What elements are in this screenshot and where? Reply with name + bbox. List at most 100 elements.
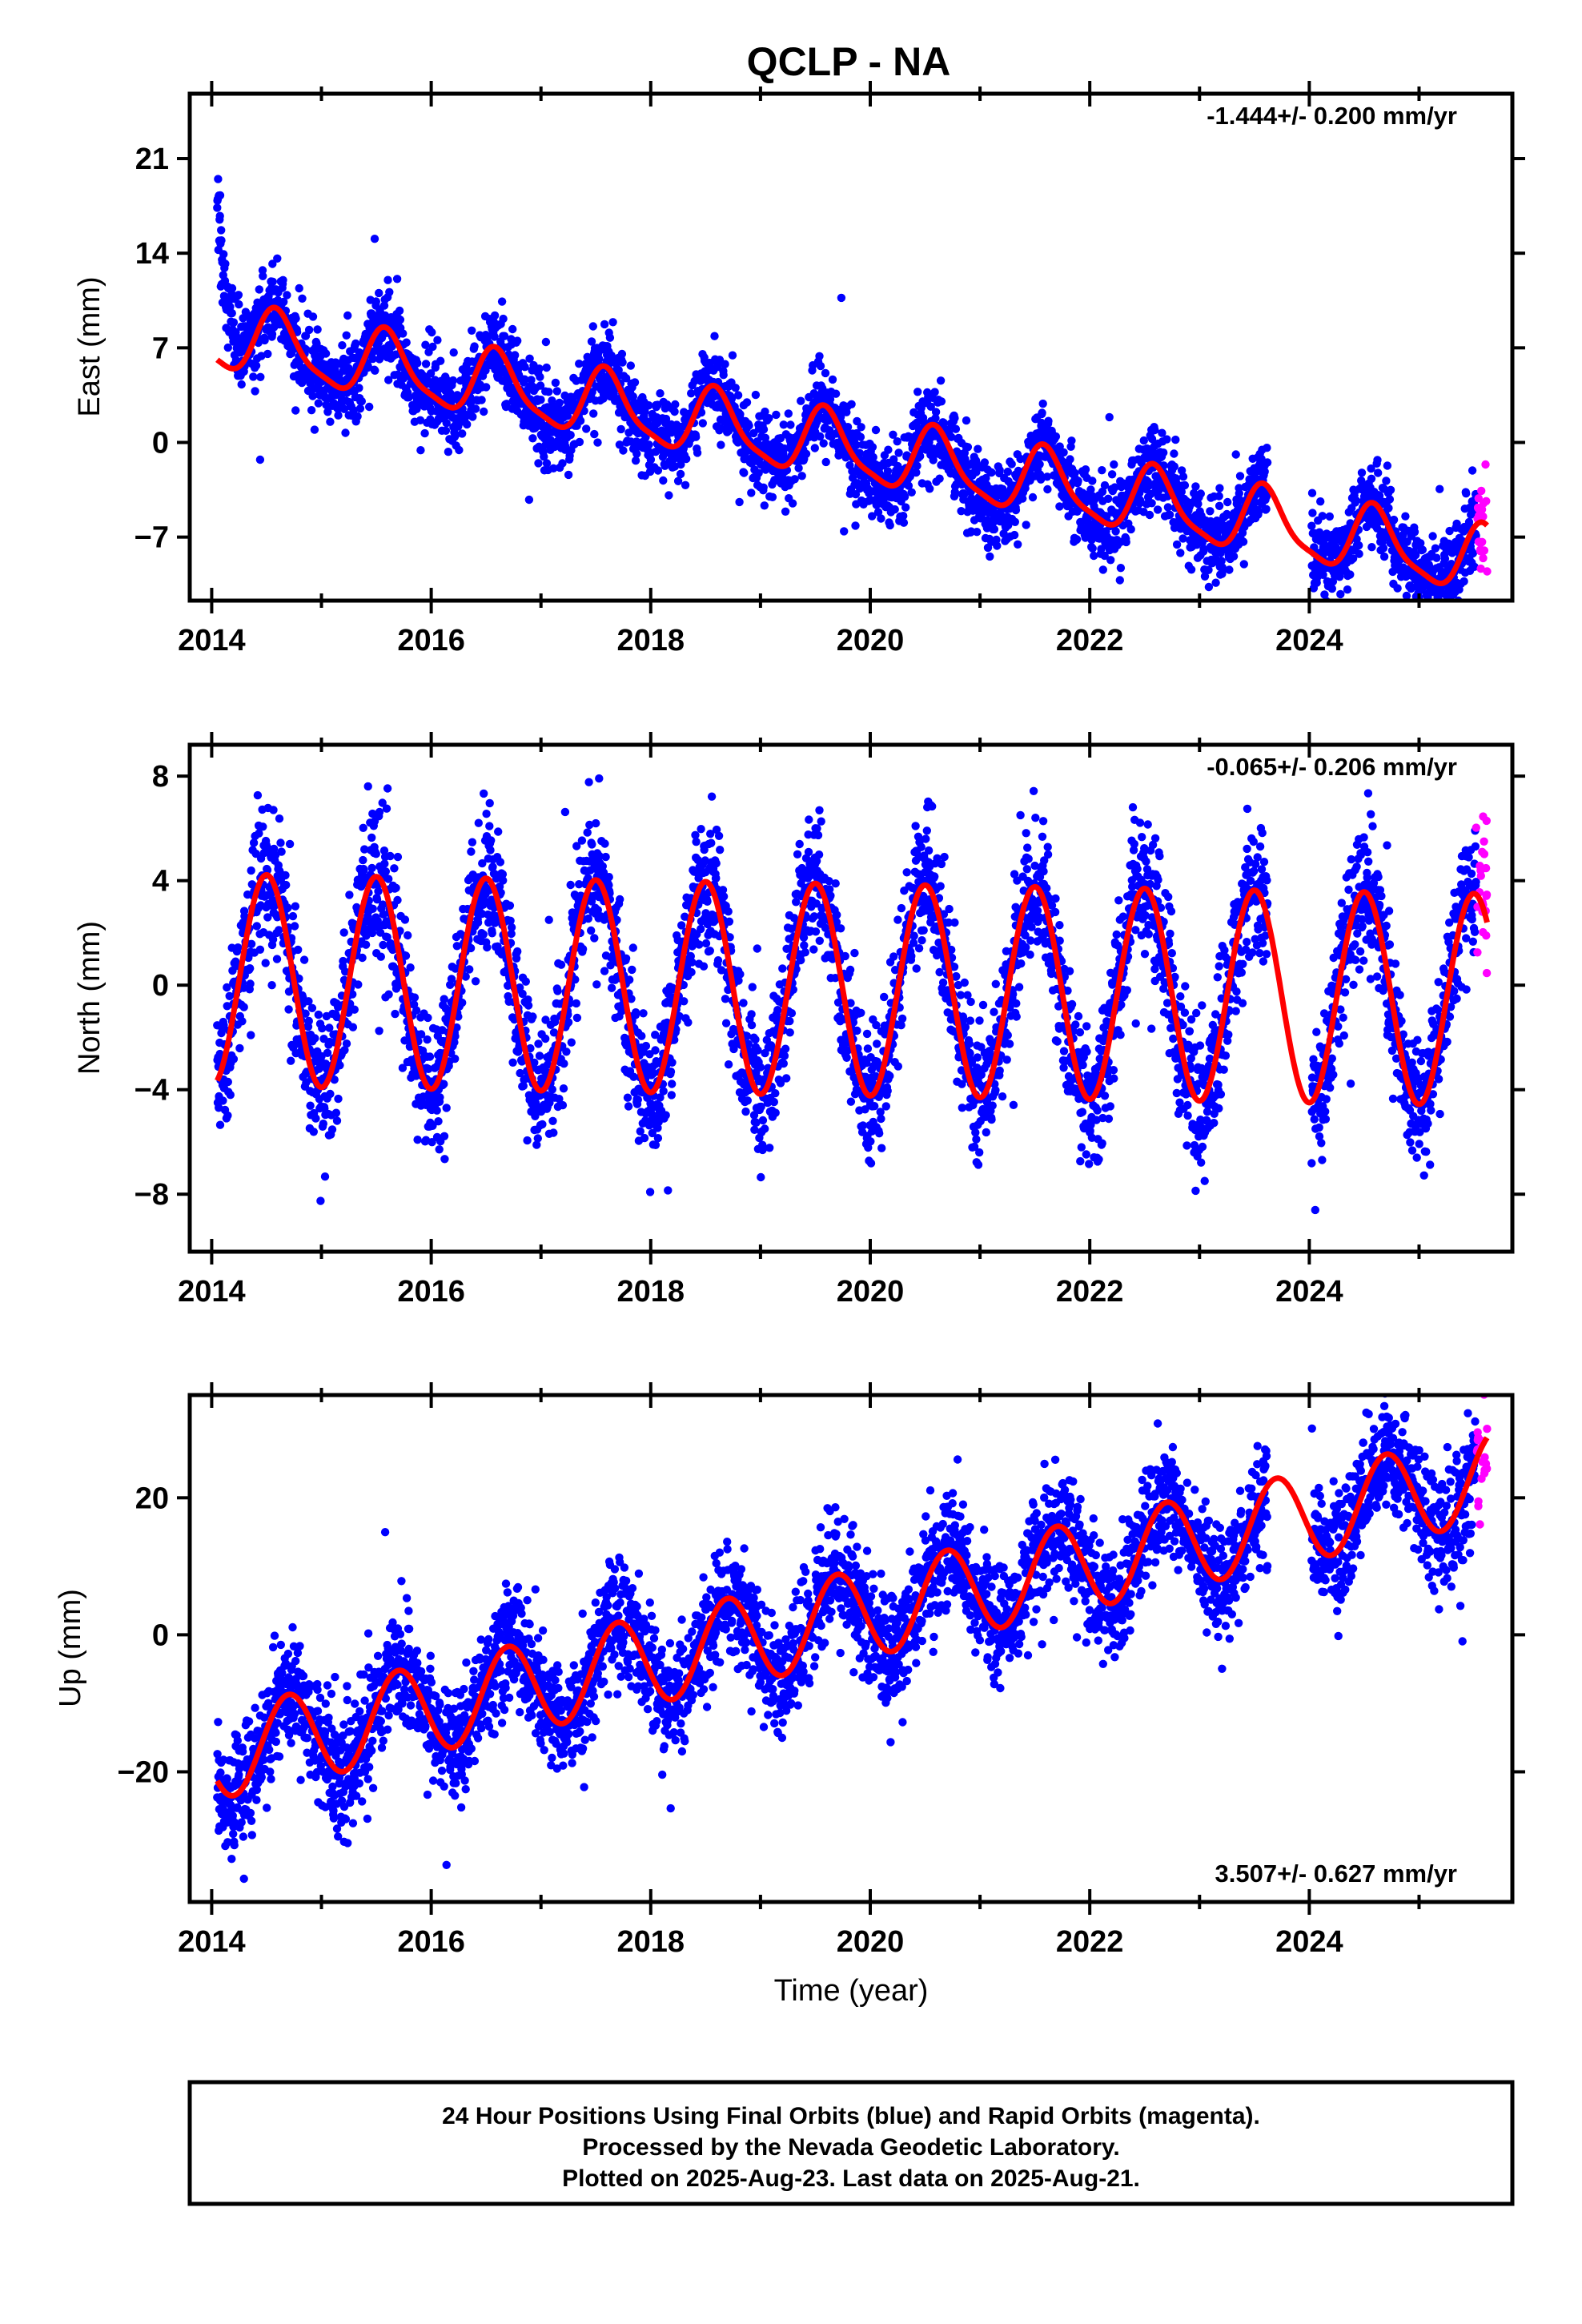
- final-orbit-point: [784, 409, 793, 418]
- final-orbit-point: [538, 1120, 547, 1129]
- final-orbit-point: [1186, 565, 1196, 574]
- final-orbit-point: [1171, 435, 1180, 444]
- final-orbit-point: [595, 355, 604, 364]
- final-orbit-point: [745, 421, 753, 430]
- final-orbit-point: [1087, 535, 1096, 545]
- final-orbit-point: [428, 328, 436, 337]
- final-orbit-point: [487, 836, 496, 845]
- final-orbit-point: [283, 903, 292, 912]
- final-orbit-point: [1418, 545, 1427, 554]
- final-orbit-point: [285, 839, 295, 849]
- final-orbit-point: [693, 448, 702, 457]
- final-orbit-point: [471, 404, 480, 413]
- final-orbit-point: [1051, 432, 1061, 441]
- final-orbit-point: [1135, 496, 1145, 505]
- final-orbit-point: [1150, 425, 1159, 435]
- final-orbit-point: [541, 1034, 550, 1043]
- final-orbit-point: [252, 922, 261, 931]
- rapid-orbit-point: [1477, 486, 1486, 496]
- final-orbit-point: [536, 372, 544, 381]
- final-orbit-point: [816, 361, 825, 371]
- final-orbit-point: [1435, 602, 1443, 610]
- final-orbit-point: [682, 454, 691, 464]
- final-orbit-point: [1088, 476, 1097, 485]
- final-orbit-point: [279, 297, 288, 307]
- final-orbit-point: [939, 419, 949, 428]
- final-orbit-point: [355, 404, 365, 413]
- final-orbit-point: [759, 425, 769, 434]
- final-orbit-point: [768, 493, 777, 501]
- final-orbit-point: [868, 512, 877, 521]
- final-orbit-point: [451, 1054, 460, 1063]
- final-orbit-point: [1410, 528, 1419, 537]
- final-orbit-point: [1018, 494, 1027, 503]
- final-orbit-point: [843, 423, 853, 432]
- final-orbit-point: [334, 411, 343, 420]
- final-orbit-point: [644, 440, 653, 449]
- final-orbit-point: [1191, 482, 1200, 491]
- final-orbit-point: [794, 464, 803, 472]
- final-orbit-point: [488, 929, 496, 938]
- final-orbit-point: [358, 953, 367, 963]
- final-orbit-point: [304, 325, 314, 335]
- final-orbit-point: [742, 398, 752, 407]
- final-orbit-point: [747, 489, 756, 497]
- final-orbit-point: [899, 518, 909, 527]
- final-orbit-point: [673, 476, 683, 485]
- final-orbit-point: [351, 339, 360, 348]
- figure-title: QCLP - NA: [747, 39, 951, 84]
- final-orbit-point: [402, 338, 411, 347]
- final-orbit-point: [384, 376, 393, 384]
- final-orbit-point: [614, 365, 623, 375]
- final-orbit-point: [395, 306, 404, 316]
- final-orbit-point: [760, 501, 769, 510]
- final-orbit-point: [471, 977, 480, 986]
- final-orbit-point: [825, 395, 835, 404]
- final-orbit-point: [620, 412, 629, 422]
- final-orbit-point: [1435, 485, 1444, 493]
- final-orbit-point: [1115, 576, 1125, 585]
- final-orbit-point: [310, 425, 319, 434]
- final-orbit-point: [483, 943, 492, 952]
- final-orbit-point: [275, 926, 283, 935]
- final-orbit-point: [434, 1117, 443, 1126]
- final-orbit-point: [350, 1005, 359, 1014]
- final-orbit-point: [423, 1035, 432, 1044]
- final-orbit-point: [883, 467, 893, 476]
- final-orbit-point: [780, 444, 789, 453]
- final-orbit-point: [1262, 505, 1271, 513]
- final-orbit-point: [619, 446, 628, 455]
- final-orbit-point: [653, 466, 663, 475]
- final-orbit-point: [1104, 494, 1113, 503]
- final-orbit-point: [298, 294, 307, 303]
- final-orbit-point: [393, 852, 403, 862]
- final-orbit-point: [716, 424, 725, 432]
- final-orbit-point: [391, 883, 400, 893]
- final-orbit-point: [294, 945, 303, 955]
- final-orbit-point: [972, 468, 981, 476]
- final-orbit-point: [1307, 489, 1317, 497]
- final-orbit-point: [889, 430, 897, 439]
- final-orbit-point: [1038, 399, 1047, 408]
- final-orbit-point: [717, 440, 725, 449]
- final-orbit-point: [855, 448, 865, 457]
- final-orbit-point: [326, 1089, 335, 1099]
- final-orbit-point: [291, 406, 300, 415]
- final-orbit-point: [258, 266, 267, 275]
- final-orbit-point: [1036, 475, 1046, 484]
- final-orbit-point: [435, 1145, 444, 1154]
- final-orbit-point: [735, 497, 744, 507]
- final-orbit-point: [326, 417, 335, 426]
- final-orbit-point: [341, 428, 350, 437]
- final-orbit-point: [1239, 537, 1248, 546]
- final-orbit-point: [926, 485, 934, 493]
- final-orbit-point: [1357, 468, 1367, 477]
- final-orbit-point: [797, 472, 806, 480]
- final-orbit-point: [935, 474, 944, 483]
- final-orbit-point: [719, 371, 728, 380]
- final-orbit-point: [951, 424, 961, 433]
- final-orbit-point: [1043, 485, 1052, 494]
- final-orbit-point: [449, 348, 458, 357]
- final-orbit-point: [223, 1077, 232, 1087]
- final-orbit-point: [885, 521, 894, 530]
